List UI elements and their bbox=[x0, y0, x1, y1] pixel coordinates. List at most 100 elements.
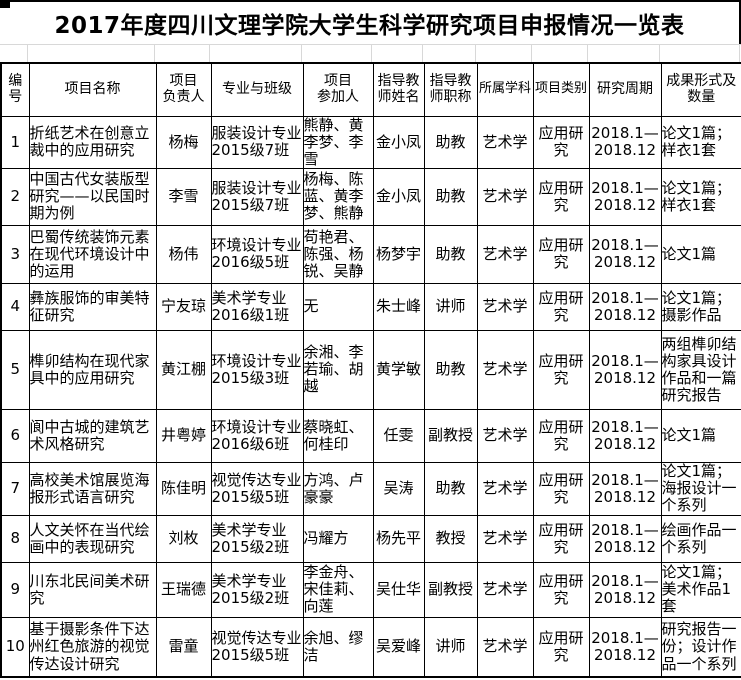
projects-table: 编 号 项目名称 项目 负责人 专业与班级 项目 参加人 指导教 师姓名 指导教… bbox=[0, 62, 741, 679]
cell-advisor-title: 讲师 bbox=[423, 282, 478, 331]
col-header-subject: 所属学科 bbox=[476, 62, 534, 117]
cell-project-name: 彝族服饰的审美特征研究 bbox=[28, 282, 157, 331]
cell-advisor-title: 讲师 bbox=[423, 616, 478, 678]
col-header-category: 项目类别 bbox=[532, 62, 590, 117]
cell-project-name: 中国古代女装版型研究——以民国时期为例 bbox=[28, 167, 157, 226]
cell-project-name: 人文关怀在当代绘画中的表现研究 bbox=[28, 514, 157, 563]
cell-category: 应用研究 bbox=[532, 461, 590, 516]
cell-advisor-title: 副教授 bbox=[423, 561, 478, 618]
cell-subject: 艺术学 bbox=[476, 408, 534, 463]
cell-period: 2018.1—2018.12 bbox=[588, 329, 662, 410]
cell-project-name: 榫卯结构在现代家具中的应用研究 bbox=[28, 329, 157, 410]
cell-major-class: 服装设计专业2015级7班 bbox=[210, 115, 304, 169]
cell-subject: 艺术学 bbox=[476, 329, 534, 410]
cell-participants: 熊静、黄李梦、李雪 bbox=[302, 115, 374, 169]
page-title: 2017年度四川文理学院大学生科学研究项目申报情况一览表 bbox=[0, 0, 741, 44]
cell-participants: 无 bbox=[302, 282, 374, 331]
cell-major-class: 视觉传达专业2015级5班 bbox=[210, 461, 304, 516]
gridline-cell bbox=[423, 45, 476, 62]
cell-no: 2 bbox=[0, 167, 30, 226]
table-row: 4 彝族服饰的审美特征研究 宁友琼 美术学专业2016级1班 无 朱士峰 讲师 … bbox=[0, 282, 741, 331]
col-header-major-class: 专业与班级 bbox=[210, 62, 304, 117]
gridline-cell bbox=[660, 45, 740, 62]
cell-project-name: 基于摄影条件下达州红色旅游的视觉传达设计研究 bbox=[28, 616, 157, 678]
cell-major-class: 服装设计专业2015级7班 bbox=[210, 167, 304, 226]
cell-advisor-name: 金小凤 bbox=[372, 167, 425, 226]
cell-major-class: 美术学专业2015级2班 bbox=[210, 561, 304, 618]
cell-advisor-name: 吴仕华 bbox=[372, 561, 425, 618]
col-header-project-name: 项目名称 bbox=[28, 62, 157, 117]
cell-category: 应用研究 bbox=[532, 224, 590, 284]
cell-result: 两组榫卯结构家具设计作品和一篇研究报告 bbox=[660, 329, 741, 410]
cell-major-class: 环境设计专业2016级6班 bbox=[210, 408, 304, 463]
gridline-cell bbox=[0, 45, 28, 62]
cell-no: 3 bbox=[0, 224, 30, 284]
top-left-border-mark bbox=[0, 0, 10, 8]
table-row: 3 巴蜀传统装饰元素在现代环境设计中的运用 杨伟 环境设计专业2016级5班 苟… bbox=[0, 224, 741, 284]
cell-subject: 艺术学 bbox=[476, 616, 534, 678]
cell-participants: 冯耀方 bbox=[302, 514, 374, 563]
cell-leader: 李雪 bbox=[155, 167, 212, 226]
cell-advisor-title: 副教授 bbox=[423, 408, 478, 463]
gridline-cell bbox=[155, 45, 210, 62]
table-row: 8 人文关怀在当代绘画中的表现研究 刘枚 美术学专业2015级2班 冯耀方 杨先… bbox=[0, 514, 741, 563]
cell-project-name: 高校美术馆展览海报形式语言研究 bbox=[28, 461, 157, 516]
header-row: 编 号 项目名称 项目 负责人 专业与班级 项目 参加人 指导教 师姓名 指导教… bbox=[0, 62, 741, 117]
cell-period: 2018.1—2018.12 bbox=[588, 408, 662, 463]
cell-category: 应用研究 bbox=[532, 167, 590, 226]
gridline-cell bbox=[476, 45, 532, 62]
cell-leader: 王瑞德 bbox=[155, 561, 212, 618]
cell-advisor-title: 助教 bbox=[423, 461, 478, 516]
gridline-cell bbox=[28, 45, 155, 62]
col-header-advisor-title: 指导教 师职称 bbox=[423, 62, 478, 117]
cell-category: 应用研究 bbox=[532, 329, 590, 410]
cell-leader: 宁友琼 bbox=[155, 282, 212, 331]
cell-subject: 艺术学 bbox=[476, 561, 534, 618]
table-row: 5 榫卯结构在现代家具中的应用研究 黄江棚 环境设计专业2015级3班 余湘、李… bbox=[0, 329, 741, 410]
cell-project-name: 巴蜀传统装饰元素在现代环境设计中的运用 bbox=[28, 224, 157, 284]
cell-participants: 余湘、李若瑜、胡越 bbox=[302, 329, 374, 410]
col-header-leader: 项目 负责人 bbox=[155, 62, 212, 117]
cell-result: 论文1篇 bbox=[660, 224, 741, 284]
cell-subject: 艺术学 bbox=[476, 224, 534, 284]
cell-project-name: 川东北民间美术研究 bbox=[28, 561, 157, 618]
table-row: 2 中国古代女装版型研究——以民国时期为例 李雪 服装设计专业2015级7班 杨… bbox=[0, 167, 741, 226]
cell-advisor-name: 朱士峰 bbox=[372, 282, 425, 331]
cell-advisor-name: 黄学敏 bbox=[372, 329, 425, 410]
cell-leader: 井粤婷 bbox=[155, 408, 212, 463]
cell-no: 5 bbox=[0, 329, 30, 410]
col-header-participants: 项目 参加人 bbox=[302, 62, 374, 117]
cell-advisor-title: 助教 bbox=[423, 115, 478, 169]
cell-period: 2018.1—2018.12 bbox=[588, 167, 662, 226]
cell-leader: 杨伟 bbox=[155, 224, 212, 284]
cell-period: 2018.1—2018.12 bbox=[588, 514, 662, 563]
cell-category: 应用研究 bbox=[532, 282, 590, 331]
cell-advisor-name: 杨梦宇 bbox=[372, 224, 425, 284]
cell-leader: 黄江棚 bbox=[155, 329, 212, 410]
cell-advisor-title: 助教 bbox=[423, 329, 478, 410]
cell-no: 7 bbox=[0, 461, 30, 516]
cell-result: 论文1篇；样衣1套 bbox=[660, 115, 741, 169]
cell-advisor-name: 杨先平 bbox=[372, 514, 425, 563]
cell-advisor-title: 教授 bbox=[423, 514, 478, 563]
cell-category: 应用研究 bbox=[532, 408, 590, 463]
cell-participants: 杨梅、陈蓝、黄李梦、熊静 bbox=[302, 167, 374, 226]
cell-subject: 艺术学 bbox=[476, 167, 534, 226]
table-row: 9 川东北民间美术研究 王瑞德 美术学专业2015级2班 李金舟、宋佳莉、向莲 … bbox=[0, 561, 741, 618]
cell-period: 2018.1—2018.12 bbox=[588, 561, 662, 618]
cell-result: 研究报告一份；设计作品一个系列 bbox=[660, 616, 741, 678]
col-header-no: 编 号 bbox=[0, 62, 30, 117]
cell-result: 绘画作品一个系列 bbox=[660, 514, 741, 563]
gridline-cell bbox=[210, 45, 302, 62]
cell-no: 8 bbox=[0, 514, 30, 563]
cell-advisor-name: 吴涛 bbox=[372, 461, 425, 516]
cell-subject: 艺术学 bbox=[476, 514, 534, 563]
cell-period: 2018.1—2018.12 bbox=[588, 115, 662, 169]
cell-major-class: 美术学专业2015级2班 bbox=[210, 514, 304, 563]
col-header-result: 成果形式及 数量 bbox=[660, 62, 741, 117]
cell-result: 论文1篇 bbox=[660, 408, 741, 463]
cell-participants: 方鸿、卢豪豪 bbox=[302, 461, 374, 516]
cell-advisor-title: 助教 bbox=[423, 167, 478, 226]
cell-participants: 余旭、缪洁 bbox=[302, 616, 374, 678]
